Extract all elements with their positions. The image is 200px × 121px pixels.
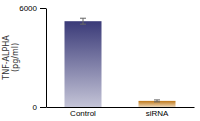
y-tick-label: 6000 <box>19 4 37 13</box>
error-bar-cap <box>154 99 160 100</box>
chart: 0 6000 Control siRNA TNF-ALPHA(pg/ml) <box>0 0 200 121</box>
x-tick-label: siRNA <box>146 109 169 118</box>
y-axis-title-line: (pg/ml) <box>11 43 20 72</box>
error-bar-cap <box>80 18 86 19</box>
x-tick-label: Control <box>70 109 96 118</box>
y-tick-mark <box>40 107 46 108</box>
x-axis-line <box>47 107 195 108</box>
y-tick: 6000 <box>19 4 46 13</box>
x-axis: Control siRNA <box>47 108 195 118</box>
y-axis: 0 6000 <box>19 4 46 112</box>
y-axis-line <box>46 9 47 108</box>
x-tick: Control <box>70 109 96 118</box>
error-bar <box>80 18 86 24</box>
y-tick-label: 0 <box>33 103 38 112</box>
plot: 0 6000 Control siRNA <box>19 4 194 118</box>
bar <box>65 21 102 107</box>
bar <box>139 101 176 107</box>
error-bar-cap <box>154 101 160 102</box>
y-tick: 0 <box>33 103 46 112</box>
error-bar-cap <box>80 24 86 25</box>
y-axis-title: TNF-ALPHA(pg/ml) <box>2 35 20 81</box>
y-tick-mark <box>40 8 46 9</box>
error-bar-stem <box>83 18 84 24</box>
marks <box>65 18 176 107</box>
error-bar <box>154 100 160 102</box>
x-tick: siRNA <box>146 109 169 118</box>
y-axis-title-line: TNF-ALPHA <box>2 35 11 81</box>
